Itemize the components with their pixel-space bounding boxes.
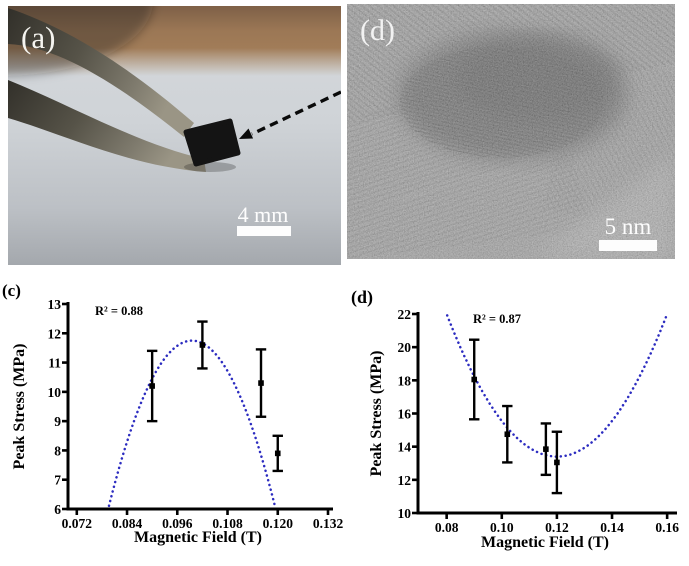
x-tick-label: 0.132 [313,516,344,531]
y-tick-label: 9 [54,414,61,429]
photo-scene: (a) 4 mm [8,6,341,265]
x-axis-title: Magnetic Field (T) [134,529,262,546]
y-tick-label: 13 [48,297,62,312]
r-squared-annotation: R² = 0.88 [95,304,143,318]
point-marker [274,450,281,457]
y-axis-title: Peak Stress (MPa) [11,344,28,470]
y-axis-title: Peak Stress (MPa) [368,351,385,477]
y-tick-label: 20 [398,340,412,355]
data-point [551,430,563,495]
panel-letter: (c) [2,281,21,300]
y-tick-label: 14 [398,440,412,455]
fit-curve [107,339,277,508]
data-point [272,434,283,473]
pointer-arrow-head [239,128,254,139]
chart-panel-c: 6 7 8 9 10 11 12 13 0.072 0.084 0.096 0.108 0.120 0.1… [2,281,344,546]
tem-grain-noise [347,4,675,259]
data-point [197,320,208,370]
y-tick-label: 7 [54,473,61,488]
y-tick-label: 10 [48,385,62,400]
tem-scene: (d) 5 nm [347,4,675,259]
data-point [469,338,480,421]
point-marker [149,383,155,389]
x-axis-title: Magnetic Field (T) [481,534,609,551]
x-tick-label: 0.16 [655,520,679,535]
x-tick-label: 0.08 [435,520,459,535]
x-tick-label: 0.12 [545,520,569,535]
y-tick-label: 11 [48,356,61,371]
tweezer-lower-prong [8,80,206,172]
y-tick-label: 8 [54,443,61,458]
pointer-arrow-line [251,90,341,136]
y-tick-label: 16 [398,407,412,422]
point-marker [471,376,478,383]
tem-scalebar [599,240,657,251]
x-tick-label: 0.14 [600,520,624,535]
photo-panel: (a) 4 mm [8,6,341,265]
tem-panel: (d) 5 nm [347,4,675,259]
cube-shadow [184,162,236,172]
y-tick-label: 12 [48,326,62,341]
r-squared-annotation: R² = 0.87 [473,312,521,326]
magnetic-cube-sample [183,118,241,167]
tem-scalebar-label: 5 nm [605,214,652,239]
x-tick-label: 0.10 [490,520,514,535]
data-point [255,348,267,418]
panel-a-label: (a) [21,20,55,55]
data-point [146,349,158,423]
tweezer-upper-prong [8,8,194,137]
y-tick-label: 6 [54,502,61,517]
y-tick-label: 18 [398,373,412,388]
x-tick-label: 0.108 [212,516,243,531]
point-marker [543,446,549,452]
panel-d-top-label: (d) [360,14,395,47]
y-tick-label: 10 [398,506,412,521]
x-tick-label: 0.120 [263,516,294,531]
x-tick-label: 0.084 [112,516,143,531]
point-marker [554,459,560,466]
point-marker [258,380,264,386]
chart-panel-d: 10 12 14 16 18 20 22 0.08 0.10 0.12 0.14 0.16 Magnet… [351,287,679,551]
x-tick-label: 0.072 [62,516,93,531]
y-tick-label: 22 [398,307,412,322]
panel-letter: (d) [351,287,373,308]
point-marker [504,431,511,438]
y-tick-label: 12 [398,473,412,488]
data-point [540,422,552,477]
point-marker [199,342,206,348]
photo-scalebar [237,226,291,236]
photo-scalebar-label: 4 mm [238,202,289,227]
data-point [502,404,513,464]
x-tick-label: 0.096 [162,516,193,531]
